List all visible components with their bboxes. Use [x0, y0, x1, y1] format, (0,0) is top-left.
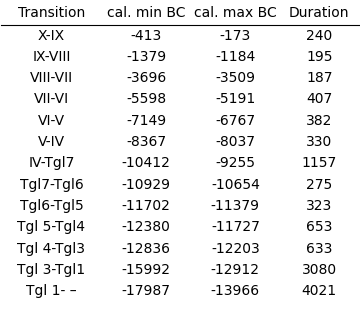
Text: -1379: -1379: [126, 50, 166, 64]
Text: 3080: 3080: [302, 263, 337, 277]
Text: V-IV: V-IV: [38, 135, 65, 149]
Text: 653: 653: [306, 220, 333, 234]
Text: Tgl 4-Tgl3: Tgl 4-Tgl3: [17, 241, 85, 256]
Text: 187: 187: [306, 71, 333, 85]
Text: -3696: -3696: [126, 71, 166, 85]
Text: -5598: -5598: [126, 92, 166, 106]
Text: 1157: 1157: [302, 156, 337, 170]
Text: 330: 330: [306, 135, 332, 149]
Text: -8037: -8037: [215, 135, 255, 149]
Text: -13966: -13966: [211, 284, 260, 298]
Text: -1184: -1184: [215, 50, 256, 64]
Text: -12203: -12203: [211, 241, 260, 256]
Text: -173: -173: [220, 28, 251, 43]
Text: -12912: -12912: [211, 263, 260, 277]
Text: Tgl 3-Tgl1: Tgl 3-Tgl1: [17, 263, 85, 277]
Text: 407: 407: [306, 92, 332, 106]
Text: Transition: Transition: [18, 6, 85, 20]
Text: -10929: -10929: [122, 178, 171, 191]
Text: -413: -413: [130, 28, 162, 43]
Text: -12836: -12836: [122, 241, 171, 256]
Text: -15992: -15992: [122, 263, 171, 277]
Text: Tgl 1- –: Tgl 1- –: [26, 284, 77, 298]
Text: -8367: -8367: [126, 135, 166, 149]
Text: cal. max BC: cal. max BC: [194, 6, 277, 20]
Text: Tgl6-Tgl5: Tgl6-Tgl5: [19, 199, 83, 213]
Text: IV-Tgl7: IV-Tgl7: [28, 156, 75, 170]
Text: -7149: -7149: [126, 114, 166, 128]
Text: cal. min BC: cal. min BC: [107, 6, 185, 20]
Text: Tgl7-Tgl6: Tgl7-Tgl6: [19, 178, 83, 191]
Text: -3509: -3509: [215, 71, 255, 85]
Text: -6767: -6767: [215, 114, 256, 128]
Text: X-IX: X-IX: [38, 28, 65, 43]
Text: 633: 633: [306, 241, 333, 256]
Text: -10412: -10412: [122, 156, 171, 170]
Text: -12380: -12380: [122, 220, 171, 234]
Text: 195: 195: [306, 50, 333, 64]
Text: -10654: -10654: [211, 178, 260, 191]
Text: 275: 275: [306, 178, 332, 191]
Text: VII-VI: VII-VI: [34, 92, 69, 106]
Text: 382: 382: [306, 114, 333, 128]
Text: VIII-VII: VIII-VII: [30, 71, 73, 85]
Text: -5191: -5191: [215, 92, 256, 106]
Text: VI-V: VI-V: [38, 114, 65, 128]
Text: -11727: -11727: [211, 220, 260, 234]
Text: -11379: -11379: [211, 199, 260, 213]
Text: -17987: -17987: [122, 284, 171, 298]
Text: -11702: -11702: [122, 199, 171, 213]
Text: 4021: 4021: [302, 284, 337, 298]
Text: 240: 240: [306, 28, 332, 43]
Text: -9255: -9255: [215, 156, 255, 170]
Text: 323: 323: [306, 199, 332, 213]
Text: Tgl 5-Tgl4: Tgl 5-Tgl4: [17, 220, 85, 234]
Text: Duration: Duration: [289, 6, 350, 20]
Text: IX-VIII: IX-VIII: [32, 50, 71, 64]
